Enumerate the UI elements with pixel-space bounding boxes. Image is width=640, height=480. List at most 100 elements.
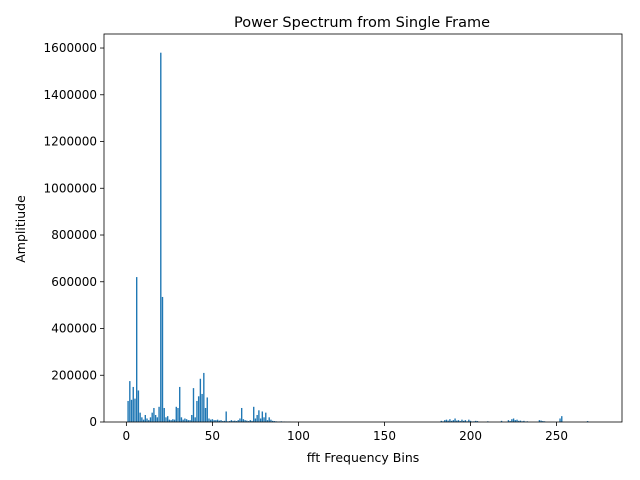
y-tick-label: 1200000 <box>44 135 97 149</box>
bar-bin-38 <box>191 414 193 422</box>
bar-bin-47 <box>206 397 208 422</box>
x-axis-label: fft Frequency Bins <box>307 450 420 465</box>
bar-bin-58 <box>225 411 227 422</box>
x-tick-label: 0 <box>123 429 131 443</box>
bar-bin-69 <box>244 420 246 422</box>
bar-bin-9 <box>141 417 143 422</box>
bar-bin-79 <box>261 411 264 422</box>
bar-bin-18 <box>156 417 159 422</box>
bar-bin-83 <box>268 417 270 422</box>
bar-bin-26 <box>170 420 172 422</box>
bar-bin-223 <box>509 421 511 422</box>
x-tick-label: 200 <box>459 429 482 443</box>
bar-bin-196 <box>462 420 465 422</box>
bar-bin-46 <box>204 407 207 422</box>
bar-bin-57 <box>223 420 226 422</box>
bar-bin-199 <box>468 419 470 422</box>
bar-bin-194 <box>459 421 461 422</box>
bar-bin-25 <box>168 419 171 422</box>
bar-bin-66 <box>239 418 241 422</box>
bar-bin-68 <box>242 419 245 422</box>
bar-bin-14 <box>149 417 152 422</box>
bar-bin-45 <box>203 372 205 422</box>
bars-group <box>127 52 589 422</box>
bar-bin-203 <box>475 420 477 422</box>
bar-bin-197 <box>464 420 467 422</box>
bar-bin-63 <box>234 420 236 422</box>
bar-bin-70 <box>246 420 248 422</box>
bar-bin-19 <box>158 406 160 422</box>
bar-bin-52 <box>215 420 217 422</box>
bar-bin-44 <box>201 393 203 422</box>
bar-bin-27 <box>172 419 174 422</box>
bar-bin-39 <box>192 388 195 422</box>
bar-bin-11 <box>144 414 146 422</box>
bar-bin-7 <box>137 390 140 422</box>
bar-bin-24 <box>166 416 169 422</box>
bar-bin-8 <box>139 412 141 422</box>
x-tick-label: 50 <box>205 429 220 443</box>
bar-bin-51 <box>213 420 215 422</box>
y-tick-label: 0 <box>89 415 97 429</box>
bar-bin-56 <box>222 421 224 422</box>
bar-bin-81 <box>265 412 267 422</box>
bar-bin-229 <box>519 420 522 422</box>
y-tick-label: 600000 <box>51 275 97 289</box>
bar-bin-80 <box>263 417 265 422</box>
y-tick-label: 800000 <box>51 228 97 242</box>
y-axis-label: Amplitiude <box>13 195 28 263</box>
bar-bin-189 <box>450 420 453 422</box>
bar-bin-252 <box>559 418 561 422</box>
bar-bin-1 <box>127 400 129 422</box>
bar-bin-41 <box>196 400 198 422</box>
bar-bin-183 <box>440 420 442 422</box>
bar-bin-61 <box>230 420 233 422</box>
bar-bin-186 <box>445 419 448 422</box>
bar-bin-20 <box>160 52 162 422</box>
x-tick-label: 100 <box>287 429 310 443</box>
y-tick-label: 400000 <box>51 322 97 336</box>
bar-bin-228 <box>518 420 520 422</box>
bar-bin-62 <box>232 420 234 422</box>
bar-bin-195 <box>461 419 463 422</box>
bar-bin-12 <box>146 418 148 422</box>
bar-bin-28 <box>173 419 176 422</box>
bar-bin-218 <box>500 420 503 422</box>
y-tick-label: 200000 <box>51 368 97 382</box>
bar-bin-240 <box>538 420 541 422</box>
bar-bin-268 <box>586 421 589 422</box>
bar-bin-82 <box>266 420 269 422</box>
bar-bin-200 <box>469 420 472 422</box>
bar-bin-71 <box>247 421 250 422</box>
bar-bin-34 <box>184 418 186 422</box>
x-tick-label: 150 <box>373 429 396 443</box>
bar-bin-193 <box>457 420 460 422</box>
bar-bin-40 <box>194 417 196 422</box>
bar-bin-16 <box>153 407 155 422</box>
bar-bin-67 <box>240 407 243 422</box>
bar-bin-36 <box>187 420 190 422</box>
bar-bin-188 <box>449 419 451 422</box>
bar-bin-23 <box>165 417 167 422</box>
x-tick-label: 250 <box>545 429 568 443</box>
bar-bin-72 <box>249 420 251 422</box>
bar-bin-187 <box>447 420 449 422</box>
bar-bin-17 <box>154 414 157 422</box>
bar-bin-6 <box>136 277 138 422</box>
y-tick-label: 1000000 <box>44 181 97 195</box>
bar-bin-3 <box>130 399 133 422</box>
bar-bin-10 <box>142 419 145 422</box>
y-tick-label: 1400000 <box>44 88 97 102</box>
bar-bin-86 <box>273 421 276 422</box>
plot-area-frame <box>103 33 623 423</box>
bar-bin-50 <box>211 419 214 422</box>
bar-bin-84 <box>270 419 272 422</box>
bar-bin-48 <box>208 418 210 422</box>
bar-bin-22 <box>163 407 165 422</box>
bar-bin-31 <box>179 386 181 422</box>
bar-bin-13 <box>148 420 150 422</box>
bar-bin-21 <box>161 296 164 422</box>
bar-bin-33 <box>182 419 184 422</box>
bar-bin-222 <box>507 420 510 422</box>
x-axis-ticks: 0 50 100 150 200 250 <box>123 422 568 443</box>
